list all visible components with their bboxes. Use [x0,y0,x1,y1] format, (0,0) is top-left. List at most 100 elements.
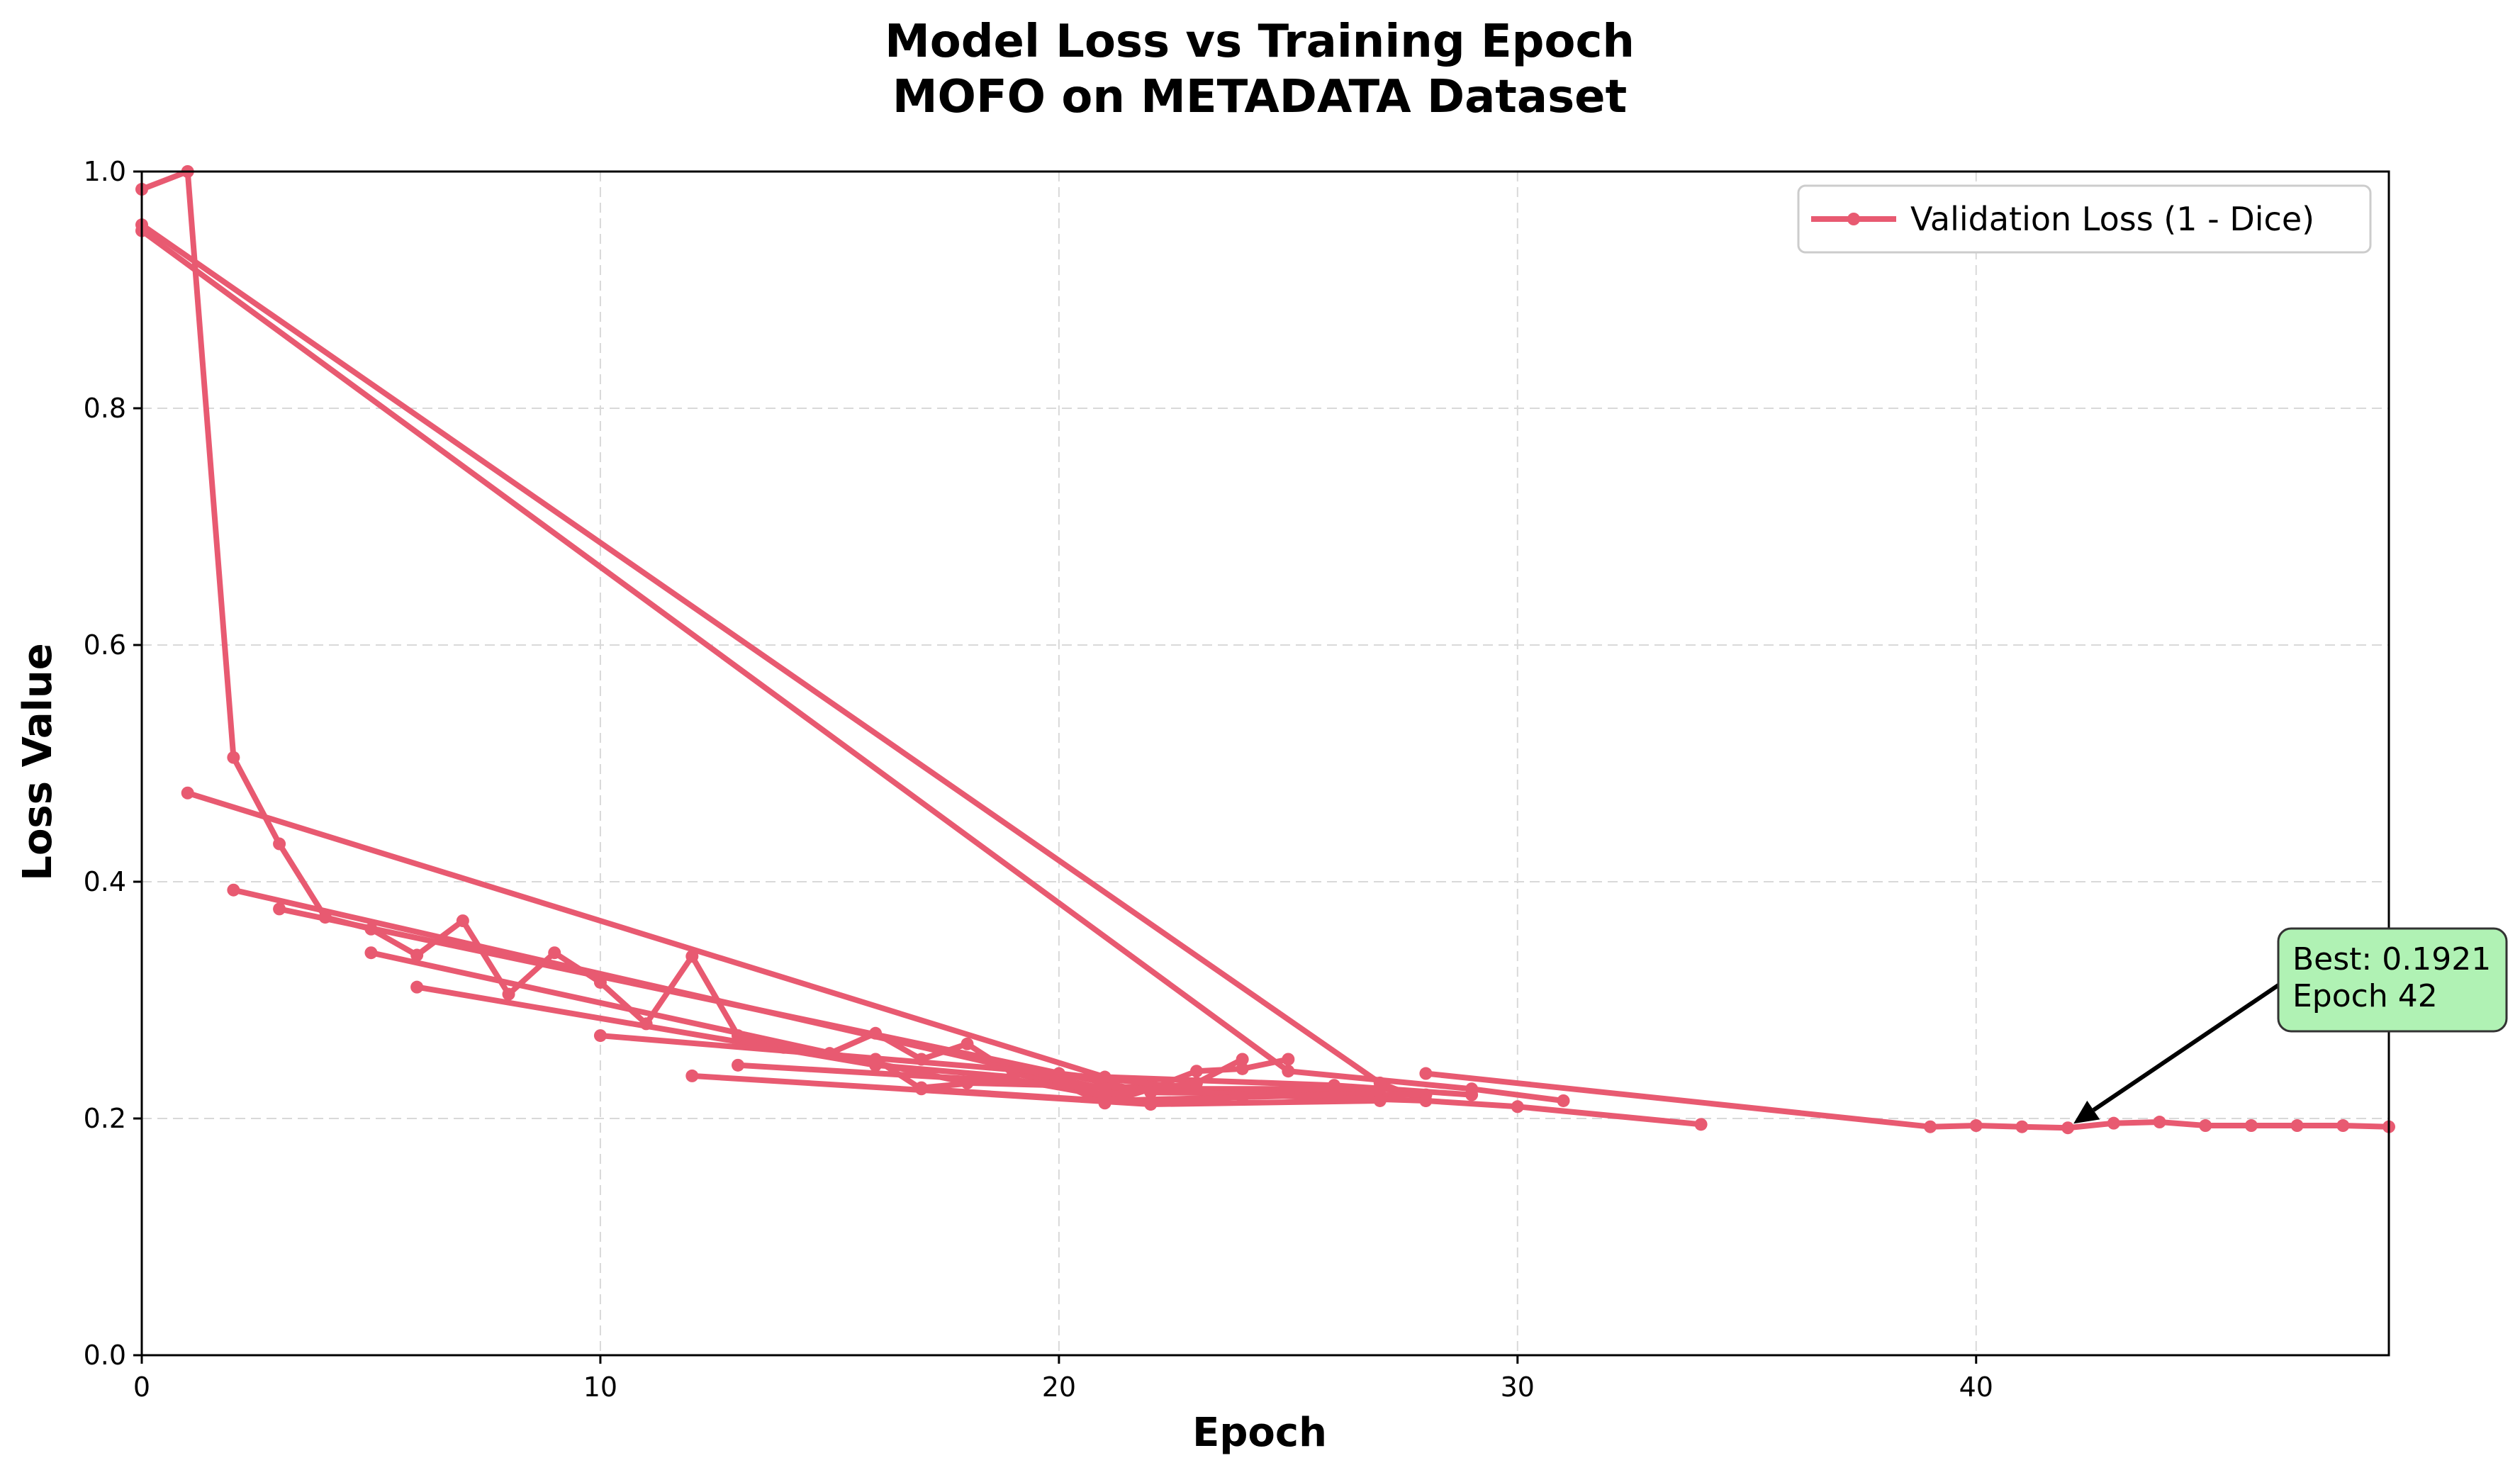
data-point [2244,1119,2258,1133]
series-line [1423,1070,2392,1131]
data-point [2015,1120,2029,1133]
plot-frame [140,170,2390,1357]
data-point [1052,1067,1065,1080]
chart-title-line-2: MOFO on METADATA Dataset [892,71,1627,123]
data-point [2199,1119,2212,1133]
legend-marker [1847,213,1860,225]
data-point [1236,1090,1249,1104]
annotation-arrow-line [2092,983,2280,1112]
data-point [593,975,607,989]
data-point [1373,1094,1387,1107]
data-point [1924,1120,1937,1133]
axis-ticks: 0 10 20 30 40 0.0 0.2 0.4 0.6 0.8 1.0 [84,156,1993,1403]
legend-label-validation-loss: Validation Loss (1 - Dice) [1910,200,2314,238]
y-axis-label: Loss Value [15,643,61,880]
data-point [1144,1097,1158,1111]
data-point [2061,1121,2075,1135]
data-point [732,1029,745,1043]
data-point [2336,1119,2350,1133]
data-point [639,1017,653,1031]
data-point [1969,1119,1983,1133]
chart-title-line-1: Model Loss vs Training Epoch [885,16,1635,68]
data-point [1419,1067,1433,1080]
data-point [1511,1100,1524,1114]
x-tick-label: 30 [1501,1372,1535,1403]
data-point [318,911,332,924]
x-axis-label: Epoch [1192,1410,1327,1456]
data-point [869,1026,883,1040]
y-tick-label: 0.0 [84,1340,126,1371]
data-point [1465,1088,1479,1101]
data-point [548,946,561,960]
data-point [2153,1116,2166,1129]
data-point [502,987,515,1001]
series-line [184,790,1475,1098]
plot-area [135,165,2395,1135]
data-point [685,1069,699,1082]
y-tick-label: 1.0 [84,156,126,187]
data-point [1236,1053,1249,1066]
data-point [1557,1094,1570,1107]
data-point [685,950,699,963]
data-point [1328,1079,1341,1092]
grid [141,171,2389,1356]
y-tick-label: 0.4 [84,866,126,897]
x-tick-label: 10 [583,1372,617,1403]
y-tick-label: 0.6 [84,629,126,661]
data-point [1098,1070,1111,1084]
data-point [1007,1072,1020,1086]
legend: Validation Loss (1 - Dice) [1797,184,2372,254]
data-point [1373,1082,1387,1096]
annotation-best-epoch: Epoch 42 [2292,978,2438,1014]
series-line [139,228,1567,1104]
data-point [961,1076,974,1089]
series-line [139,169,1292,1106]
best-annotation: Best: 0.1921 Epoch 42 [2073,927,2508,1124]
data-point [914,1053,928,1066]
data-point [227,883,240,897]
data-point [1328,1088,1341,1101]
x-tick-label: 20 [1042,1372,1076,1403]
data-point [914,1081,928,1094]
annotation-arrowhead [2073,1100,2100,1124]
data-point [732,1058,745,1072]
data-point [1282,1086,1295,1099]
data-point [1282,1053,1295,1066]
data-point [2290,1119,2304,1133]
series-line [139,222,1704,1128]
data-point [1189,1076,1203,1089]
data-point [1052,1076,1065,1089]
data-point [1419,1094,1433,1107]
data-point [273,837,286,851]
data-point [273,902,286,916]
data-point [961,1037,974,1050]
data-point [1694,1118,1708,1131]
data-point [1144,1086,1158,1099]
y-tick-label: 0.2 [84,1103,126,1134]
data-point [593,1029,607,1043]
data-point [410,948,424,962]
annotation-box [2277,927,2508,1033]
annotation-best-value: Best: 0.1921 [2292,941,2491,977]
data-point [1236,1062,1249,1075]
data-point [869,1053,883,1066]
data-point [181,786,194,800]
x-tick-label: 40 [1959,1372,1993,1403]
data-point [227,751,240,764]
data-point [410,980,424,994]
legend-box [1797,184,2372,254]
data-point [1189,1065,1203,1078]
data-point [1098,1088,1111,1101]
series-line [230,887,1383,1092]
data-point [364,922,378,936]
x-tick-label: 0 [133,1372,150,1403]
data-point [1282,1065,1295,1078]
data-point [456,914,469,928]
data-point [823,1047,836,1060]
data-point [364,946,378,960]
y-tick-label: 0.8 [84,393,126,424]
data-point [777,1041,790,1054]
data-point [2107,1116,2120,1130]
